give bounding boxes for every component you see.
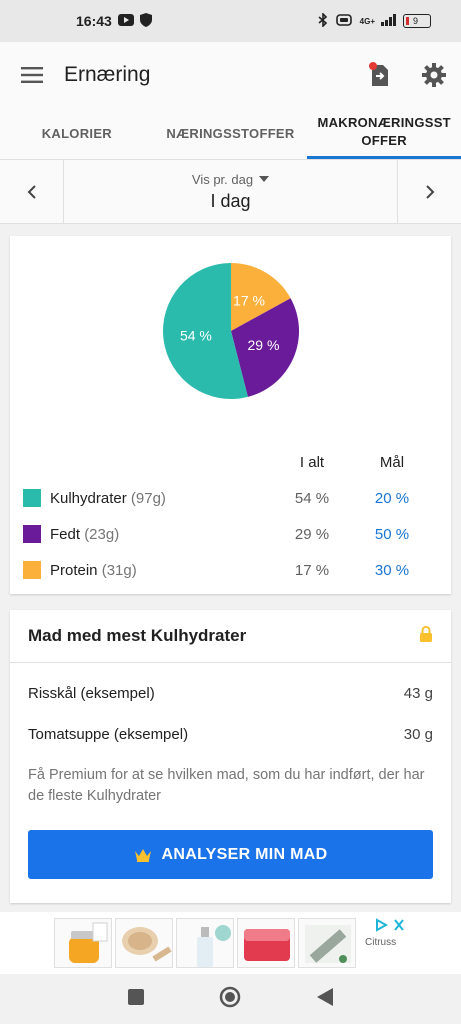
carbs-swatch <box>23 489 41 507</box>
page-title: Ernæring <box>64 63 151 86</box>
chevron-left-icon <box>27 184 36 199</box>
protein-swatch <box>23 561 41 579</box>
crown-icon <box>134 848 151 862</box>
period-picker[interactable]: Vis pr. dag I dag <box>64 160 397 223</box>
hamburger-icon <box>21 67 43 83</box>
youtube-icon <box>117 13 134 29</box>
ad-product-image[interactable] <box>115 918 173 968</box>
next-day-button[interactable] <box>397 160 461 223</box>
macro-goal[interactable]: 30 % <box>374 561 410 579</box>
period-select[interactable]: Vis pr. dag <box>191 171 270 187</box>
status-bar: 16:43 4G+ 9 <box>0 0 461 42</box>
settings-button[interactable] <box>407 42 461 108</box>
period-select-label: Vis pr. dag <box>191 171 254 187</box>
back-button[interactable] <box>317 987 334 1011</box>
analyze-food-label: ANALYSER MIN MAD <box>161 845 328 863</box>
column-goal-header: Mål <box>379 454 405 471</box>
home-circle-icon <box>220 986 241 1007</box>
macro-pct: 54 % <box>294 489 330 507</box>
macro-row-protein: Protein (31g) 17 % 30 % <box>10 558 451 582</box>
date-navigator: Vis pr. dag I dag <box>0 160 461 224</box>
pie-slice-kulhydrater <box>162 263 248 399</box>
previous-day-button[interactable] <box>0 160 64 223</box>
macro-pct: 29 % <box>294 525 330 543</box>
fat-swatch <box>23 525 41 543</box>
ad-product-image[interactable] <box>298 918 356 968</box>
ad-choices-icon[interactable] <box>375 918 407 937</box>
macros-pie-chart: 17 % 29 % 54 % <box>162 263 299 399</box>
export-file-icon <box>369 62 388 86</box>
menu-button[interactable] <box>0 42 64 108</box>
signal-icon <box>381 13 397 29</box>
column-total-header: I alt <box>299 454 325 471</box>
pie-slice-protein <box>231 263 291 331</box>
tab-bar: KALORIER NÆRINGSSTOFFER MAKRONÆRINGSSTOF… <box>0 108 461 160</box>
macro-goal[interactable]: 20 % <box>374 489 410 507</box>
pie-slice-fedt <box>231 298 299 397</box>
vibrate-icon <box>334 13 354 29</box>
food-amount: 30 g <box>403 726 433 743</box>
macro-pct: 17 % <box>294 561 330 579</box>
macro-name: Protein (31g) <box>50 561 137 579</box>
macro-name: Fedt (23g) <box>50 525 120 543</box>
ad-product-image[interactable] <box>176 918 234 968</box>
pie-slice-label: 29 % <box>247 337 279 353</box>
food-amount: 43 g <box>403 685 433 702</box>
tab-macronutrients[interactable]: MAKRONÆRINGSSTOFFER <box>307 108 461 159</box>
macro-name: Kulhydrater (97g) <box>50 489 166 507</box>
macros-card: 17 % 29 % 54 % I alt Mål Kulhydrater (97g)… <box>10 236 451 594</box>
macro-row-carbs: Kulhydrater (97g) 54 % 20 % <box>10 486 451 510</box>
analyze-food-button[interactable]: ANALYSER MIN MAD <box>28 830 433 879</box>
ad-product-image[interactable] <box>54 918 112 968</box>
battery-level: 9 <box>413 16 419 26</box>
date-label: I dag <box>210 190 251 211</box>
chevron-right-icon <box>425 184 434 199</box>
home-button[interactable] <box>219 986 241 1013</box>
status-time: 16:43 <box>76 13 112 29</box>
back-triangle-icon <box>317 987 334 1006</box>
ad-brand-name: Citruss <box>365 937 397 948</box>
battery-icon: 9 <box>403 14 431 28</box>
tab-calories[interactable]: KALORIER <box>41 125 112 141</box>
recent-apps-button[interactable] <box>127 988 144 1010</box>
app-bar: Ernæring <box>0 42 461 108</box>
square-icon <box>127 988 144 1005</box>
shield-icon <box>139 12 152 30</box>
top-foods-title: Mad med mest Kulhydrater <box>28 626 247 645</box>
gear-icon <box>422 63 446 87</box>
macro-goal[interactable]: 50 % <box>374 525 410 543</box>
food-name: Tomatsuppe (eksempel) <box>28 726 189 743</box>
system-nav-bar <box>0 974 461 1024</box>
food-item: Tomatsuppe (eksempel) 30 g <box>28 726 433 743</box>
pie-slice-label: 17 % <box>233 293 265 309</box>
export-button[interactable] <box>353 42 407 108</box>
top-foods-card: Mad med mest Kulhydrater Risskål (eksemp… <box>10 610 451 903</box>
ad-banner[interactable]: Citruss <box>0 912 461 974</box>
tab-nutrients[interactable]: NÆRINGSSTOFFER <box>166 125 295 141</box>
network-type: 4G+ <box>359 16 375 26</box>
food-name: Risskål (eksempel) <box>28 685 155 702</box>
premium-message: Få Premium for at se hvilken mad, som du… <box>28 767 425 804</box>
top-foods-header: Mad med mest Kulhydrater <box>10 610 451 663</box>
lock-icon <box>419 625 433 647</box>
macro-row-fat: Fedt (23g) 29 % 50 % <box>10 522 451 546</box>
caret-down-icon <box>259 176 270 182</box>
pie-slice-label: 54 % <box>180 327 212 343</box>
food-item: Risskål (eksempel) 43 g <box>28 685 433 702</box>
bluetooth-icon <box>318 11 328 30</box>
ad-product-image[interactable] <box>237 918 295 968</box>
